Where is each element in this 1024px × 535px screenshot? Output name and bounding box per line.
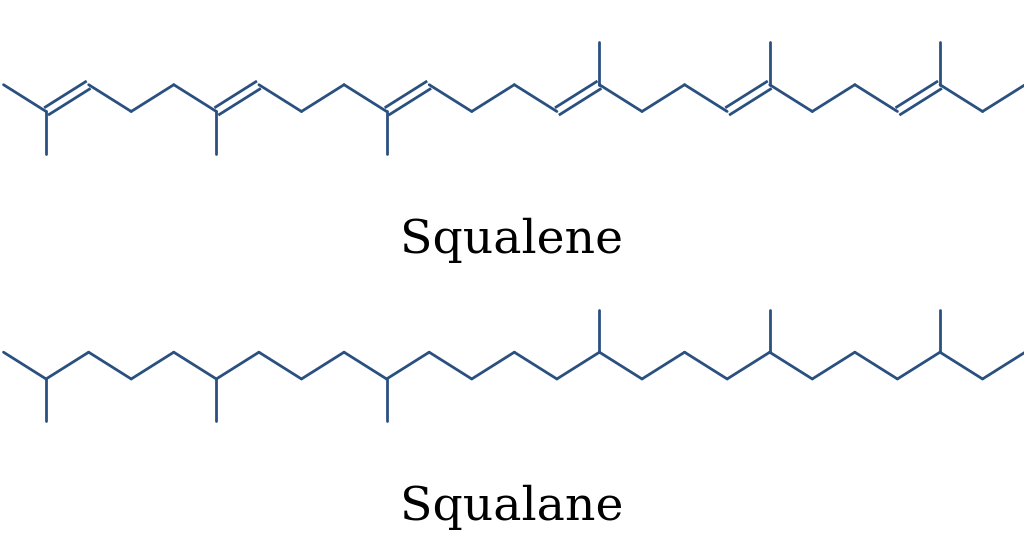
Text: Squalane: Squalane: [400, 485, 624, 530]
Text: Squalene: Squalene: [400, 217, 624, 263]
